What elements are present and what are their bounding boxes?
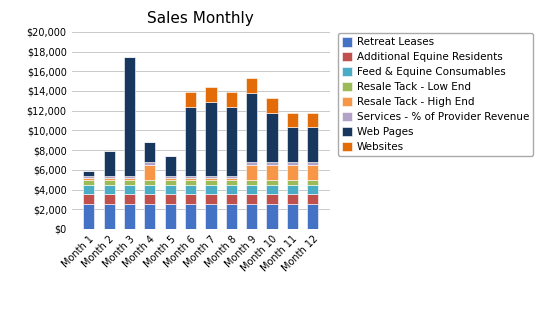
- Bar: [266, 184, 278, 194]
- Bar: [266, 165, 278, 180]
- Bar: [144, 180, 156, 184]
- Bar: [83, 184, 95, 194]
- Bar: [205, 176, 217, 178]
- Bar: [246, 165, 257, 180]
- Bar: [83, 194, 95, 204]
- Bar: [246, 184, 257, 194]
- Bar: [164, 184, 176, 194]
- Bar: [266, 98, 278, 113]
- Bar: [83, 171, 95, 176]
- Bar: [103, 178, 115, 180]
- Bar: [144, 204, 156, 229]
- Bar: [185, 178, 196, 180]
- Bar: [246, 162, 257, 165]
- Bar: [185, 92, 196, 107]
- Bar: [205, 204, 217, 229]
- Title: Sales Monthly: Sales Monthly: [147, 11, 254, 26]
- Bar: [287, 113, 298, 128]
- Bar: [103, 204, 115, 229]
- Bar: [103, 151, 115, 176]
- Bar: [164, 180, 176, 184]
- Bar: [124, 58, 135, 176]
- Bar: [307, 165, 318, 180]
- Bar: [83, 176, 95, 178]
- Bar: [185, 184, 196, 194]
- Bar: [246, 204, 257, 229]
- Bar: [144, 194, 156, 204]
- Bar: [144, 142, 156, 162]
- Bar: [185, 107, 196, 176]
- Bar: [307, 180, 318, 184]
- Bar: [287, 194, 298, 204]
- Bar: [287, 184, 298, 194]
- Bar: [226, 107, 237, 176]
- Bar: [124, 204, 135, 229]
- Bar: [266, 113, 278, 162]
- Bar: [307, 162, 318, 165]
- Bar: [287, 180, 298, 184]
- Bar: [226, 176, 237, 178]
- Bar: [205, 180, 217, 184]
- Bar: [103, 184, 115, 194]
- Bar: [103, 180, 115, 184]
- Bar: [164, 194, 176, 204]
- Bar: [246, 194, 257, 204]
- Bar: [205, 87, 217, 102]
- Bar: [205, 194, 217, 204]
- Bar: [287, 128, 298, 162]
- Legend: Retreat Leases, Additional Equine Residents, Feed & Equine Consumables, Resale T: Retreat Leases, Additional Equine Reside…: [338, 33, 533, 156]
- Bar: [226, 184, 237, 194]
- Bar: [83, 180, 95, 184]
- Bar: [246, 93, 257, 162]
- Bar: [164, 178, 176, 180]
- Bar: [226, 204, 237, 229]
- Bar: [266, 162, 278, 165]
- Bar: [103, 194, 115, 204]
- Bar: [185, 204, 196, 229]
- Bar: [124, 180, 135, 184]
- Bar: [226, 178, 237, 180]
- Bar: [164, 176, 176, 178]
- Bar: [164, 156, 176, 176]
- Bar: [144, 184, 156, 194]
- Bar: [185, 194, 196, 204]
- Bar: [266, 194, 278, 204]
- Bar: [266, 204, 278, 229]
- Bar: [307, 184, 318, 194]
- Bar: [124, 184, 135, 194]
- Bar: [83, 204, 95, 229]
- Bar: [185, 176, 196, 178]
- Bar: [307, 204, 318, 229]
- Bar: [144, 165, 156, 180]
- Bar: [205, 102, 217, 176]
- Bar: [144, 162, 156, 165]
- Bar: [226, 180, 237, 184]
- Bar: [307, 113, 318, 128]
- Bar: [164, 204, 176, 229]
- Bar: [307, 128, 318, 162]
- Bar: [287, 204, 298, 229]
- Bar: [307, 194, 318, 204]
- Bar: [103, 176, 115, 178]
- Bar: [287, 165, 298, 180]
- Bar: [246, 78, 257, 93]
- Bar: [266, 180, 278, 184]
- Bar: [124, 194, 135, 204]
- Bar: [287, 162, 298, 165]
- Bar: [83, 178, 95, 180]
- Bar: [124, 176, 135, 178]
- Bar: [185, 180, 196, 184]
- Bar: [246, 180, 257, 184]
- Bar: [124, 178, 135, 180]
- Bar: [226, 194, 237, 204]
- Bar: [205, 178, 217, 180]
- Bar: [226, 92, 237, 107]
- Bar: [205, 184, 217, 194]
